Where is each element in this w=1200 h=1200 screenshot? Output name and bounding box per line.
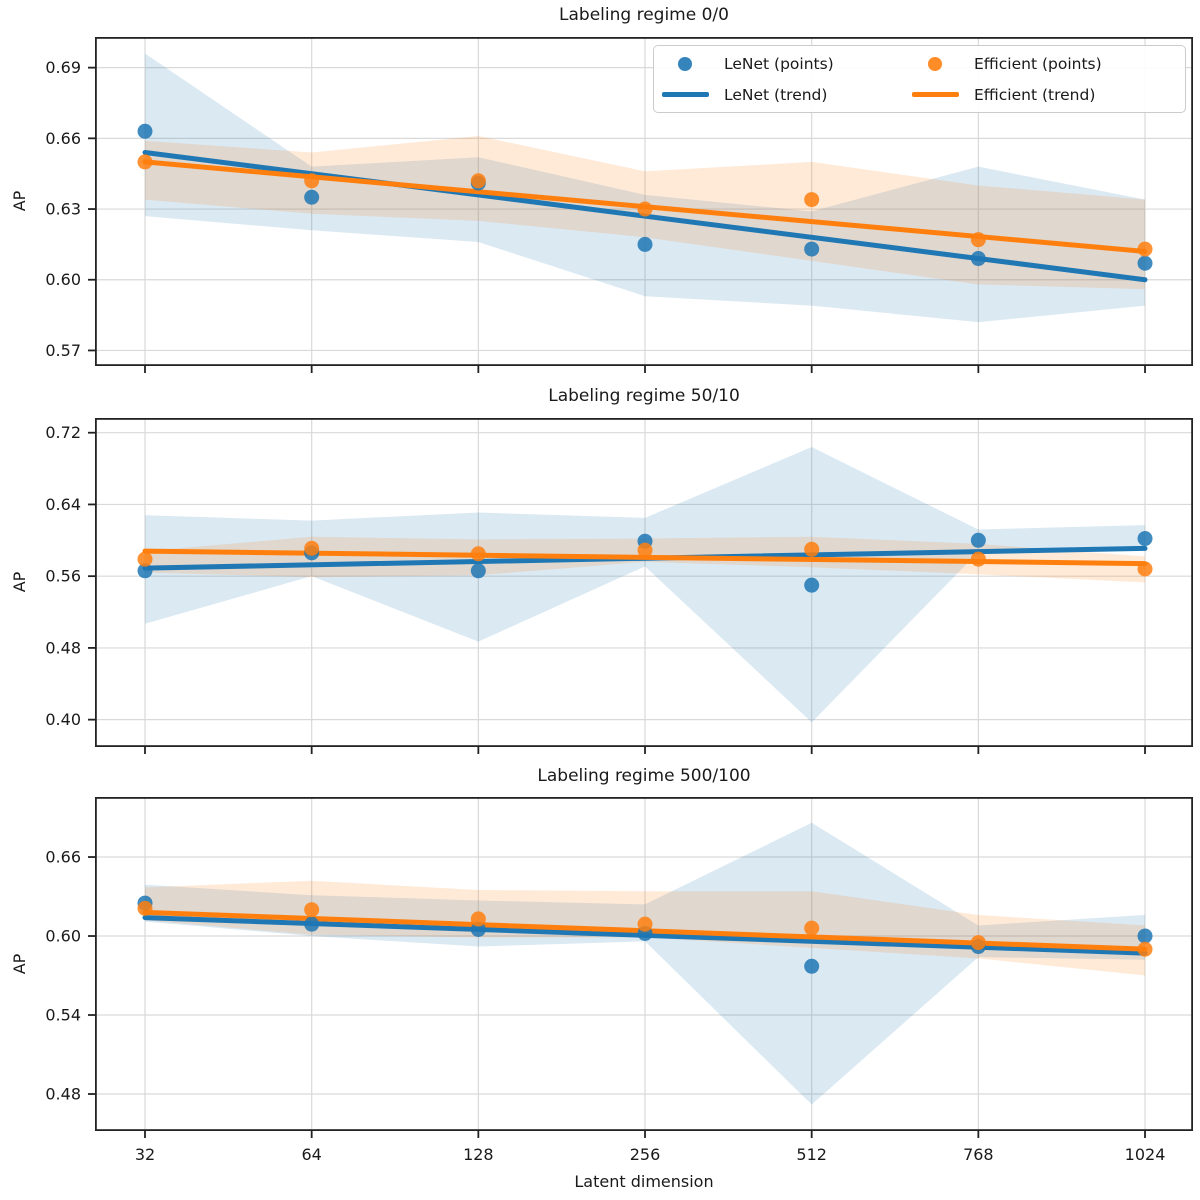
- scatter-point-efficient: [470, 911, 486, 927]
- scatter-point-efficient: [137, 551, 153, 567]
- x-tick-label: 768: [963, 1145, 994, 1164]
- y-axis-label-subplot-1: AP: [9, 190, 29, 212]
- subplot-1-title: Labeling regime 0/0: [559, 5, 729, 25]
- scatter-point-lenet: [637, 236, 653, 252]
- y-tick-label: 0.64: [45, 495, 81, 514]
- scatter-point-efficient: [637, 201, 653, 217]
- x-tick-label: 32: [135, 1145, 155, 1164]
- y-tick-label: 0.54: [45, 1006, 81, 1025]
- x-axis-label: Latent dimension: [574, 1172, 714, 1191]
- confidence-band-lenet: [145, 447, 1146, 723]
- y-tick-label: 0.56: [45, 567, 81, 586]
- legend-label: Efficient (trend): [974, 85, 1096, 104]
- scatter-point-efficient: [1137, 941, 1153, 957]
- y-tick-label: 0.72: [45, 423, 81, 442]
- x-tick-label: 1024: [1125, 1145, 1166, 1164]
- subplot-2-title: Labeling regime 50/10: [548, 386, 740, 406]
- legend-box: LeNet (points) LeNet (trend) Efficient (…: [653, 45, 1186, 113]
- scatter-point-lenet: [970, 251, 986, 267]
- y-tick-label: 0.48: [45, 1085, 81, 1104]
- lenet-trend-marker-icon: [661, 92, 709, 97]
- scatter-point-lenet: [804, 577, 820, 593]
- efficient-points-marker-icon: [928, 56, 942, 71]
- x-tick-label: 128: [463, 1145, 494, 1164]
- scatter-point-lenet: [137, 563, 153, 579]
- legend-label: Efficient (points): [974, 54, 1102, 73]
- scatter-point-lenet: [804, 958, 820, 974]
- scatter-point-lenet: [1137, 255, 1153, 271]
- scatter-point-lenet: [1137, 531, 1153, 547]
- scatter-point-lenet: [137, 123, 153, 139]
- scatter-point-efficient: [804, 920, 820, 936]
- y-tick-label: 0.63: [45, 200, 81, 219]
- efficient-trend-marker-icon: [911, 92, 959, 97]
- y-tick-label: 0.60: [45, 927, 81, 946]
- subplot-3-canvas: 0.66 0.60 0.54 0.48 32 64 128 256 512 768 1024: [45, 796, 1193, 1164]
- scatter-point-lenet: [304, 916, 320, 932]
- legend-entry-efficient-points: Efficient (points): [904, 49, 1185, 79]
- scatter-point-efficient: [137, 154, 153, 170]
- y-axis-label-subplot-3: AP: [9, 953, 29, 975]
- legend-label: LeNet (trend): [724, 85, 828, 104]
- scatter-point-efficient: [304, 540, 320, 556]
- scatter-point-efficient: [804, 541, 820, 557]
- confidence-band-lenet: [145, 822, 1146, 1105]
- subplot-3-title: Labeling regime 500/100: [537, 766, 751, 786]
- scatter-point-efficient: [470, 546, 486, 562]
- scatter-point-lenet: [804, 241, 820, 257]
- scatter-point-efficient: [970, 551, 986, 567]
- scatter-point-efficient: [804, 192, 820, 208]
- x-tick-label: 256: [630, 1145, 661, 1164]
- scatter-point-lenet: [304, 189, 320, 205]
- scatter-point-efficient: [1137, 561, 1153, 577]
- subplot-2-canvas: 0.72 0.64 0.56 0.48 0.40: [45, 417, 1193, 754]
- scatter-point-efficient: [137, 900, 153, 916]
- scatter-point-lenet: [470, 921, 486, 937]
- y-tick-label: 0.48: [45, 638, 81, 657]
- x-tick-label: 512: [796, 1145, 827, 1164]
- scatter-point-efficient: [1137, 241, 1153, 257]
- scatter-point-lenet: [970, 532, 986, 548]
- scatter-point-lenet: [470, 563, 486, 579]
- plot-border: [94, 417, 1193, 748]
- plot-border: [94, 36, 1193, 367]
- y-tick-label: 0.66: [45, 129, 81, 148]
- y-tick-label: 0.69: [45, 58, 81, 77]
- y-tick-label: 0.40: [45, 710, 81, 729]
- scatter-point-efficient: [637, 542, 653, 558]
- scatter-point-efficient: [970, 232, 986, 248]
- scatter-point-efficient: [470, 173, 486, 189]
- y-tick-label: 0.60: [45, 270, 81, 289]
- plot-border: [94, 796, 1193, 1132]
- legend-entry-efficient-trend: Efficient (trend): [904, 80, 1185, 110]
- legend-entry-lenet-trend: LeNet (trend): [654, 80, 904, 110]
- scatter-point-efficient: [970, 935, 986, 951]
- y-tick-label: 0.57: [45, 341, 81, 360]
- y-axis-label-subplot-2: AP: [9, 571, 29, 593]
- scatter-point-lenet: [1137, 928, 1153, 944]
- legend-entry-lenet-points: LeNet (points): [654, 49, 904, 79]
- lenet-points-marker-icon: [678, 56, 692, 71]
- scatter-point-efficient: [637, 916, 653, 932]
- scatter-point-efficient: [304, 902, 320, 918]
- scatter-point-efficient: [304, 173, 320, 189]
- confidence-band-lenet: [145, 53, 1146, 323]
- legend-label: LeNet (points): [724, 54, 834, 73]
- y-tick-label: 0.66: [45, 848, 81, 867]
- x-tick-label: 64: [301, 1145, 321, 1164]
